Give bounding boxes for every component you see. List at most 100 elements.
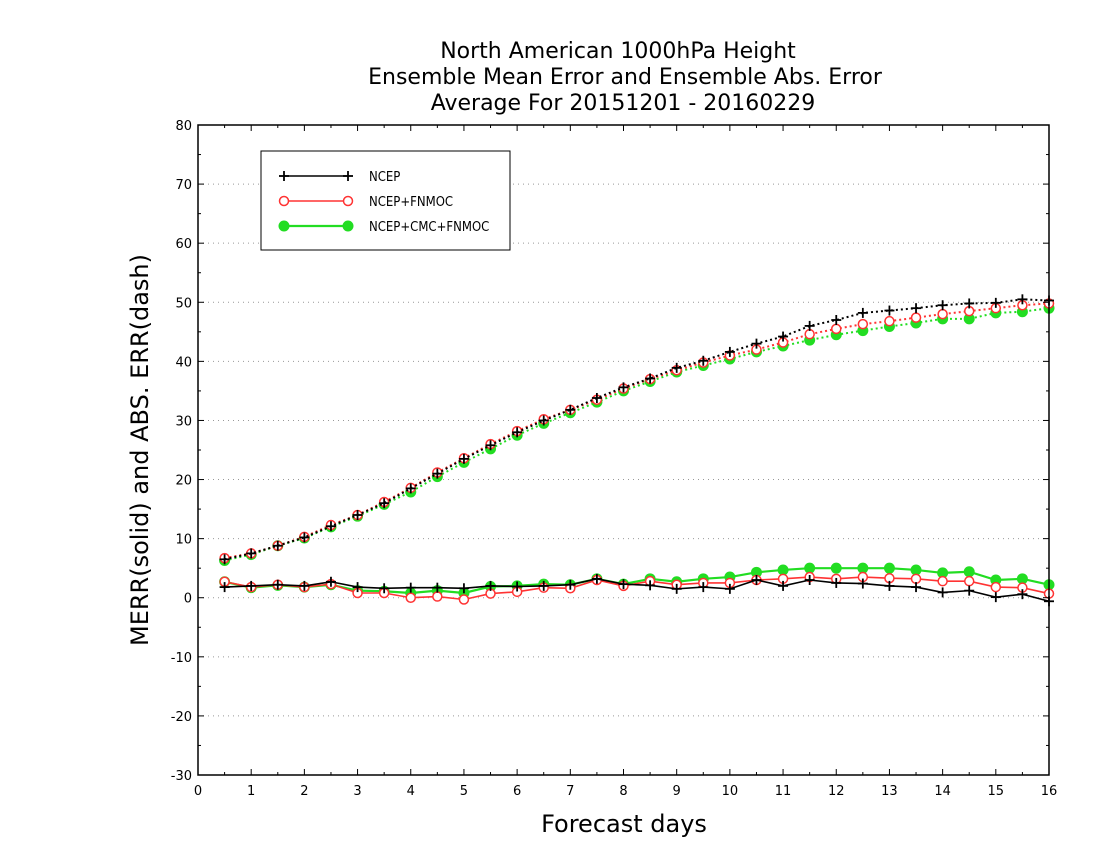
merr-point	[937, 587, 948, 598]
abs-err-point	[352, 510, 363, 520]
abs-err-point	[591, 393, 602, 403]
merr-point	[219, 582, 230, 593]
abs-err-point	[857, 318, 869, 330]
abs-err-point	[831, 315, 842, 325]
x-tick-label: 11	[775, 784, 792, 799]
merr-point	[246, 580, 257, 591]
merr-point	[857, 578, 868, 589]
merr-point	[458, 583, 469, 594]
merr-point	[990, 592, 1001, 603]
abs-err-point	[884, 305, 895, 316]
legend-label: NCEP	[369, 170, 400, 185]
abs-err-point	[751, 338, 762, 349]
abs-err-point	[299, 532, 310, 543]
x-tick-label: 14	[934, 784, 951, 799]
x-tick-label: 15	[988, 784, 1005, 799]
y-tick-label: 30	[175, 414, 192, 429]
y-tick-label: 80	[175, 119, 192, 134]
merr-point	[379, 583, 390, 594]
abs-err-point	[485, 440, 496, 451]
y-tick-label: 70	[175, 178, 192, 193]
x-tick-label: 0	[194, 784, 202, 799]
abs-err-point	[272, 540, 283, 551]
merr-point	[432, 591, 443, 602]
abs-err-point	[1017, 294, 1028, 305]
merr-point	[831, 577, 842, 588]
chart-title-line-2: Ensemble Mean Error and Ensemble Abs. Er…	[368, 65, 883, 90]
x-tick-label: 6	[513, 784, 521, 799]
abs-err-point	[724, 346, 735, 357]
abs-err-point	[884, 315, 895, 327]
legend-item: NCEP	[279, 170, 400, 185]
y-tick-label: -30	[171, 769, 192, 784]
chart-title-line-3: Average For 20151201 - 20160229	[431, 91, 816, 116]
series-ncep	[219, 294, 1054, 607]
x-tick-label: 7	[566, 784, 574, 799]
x-tick-label: 2	[300, 784, 308, 799]
legend-item: NCEP+CMC+FNMOC	[278, 220, 489, 235]
series-group	[219, 294, 1055, 607]
legend-swatch-marker	[342, 195, 354, 207]
merr-point	[963, 575, 975, 587]
x-tick-label: 8	[619, 784, 627, 799]
merr-point	[458, 594, 470, 605]
abs-err-point	[831, 323, 842, 335]
abs-err-line	[224, 307, 1050, 562]
legend-swatch-marker	[278, 195, 290, 207]
abs-err-point	[432, 468, 443, 479]
y-tick-label: 50	[175, 296, 192, 311]
legend-item: NCEP+FNMOC	[278, 195, 453, 210]
merr-point	[963, 566, 975, 578]
abs-err-point	[671, 362, 682, 373]
merr-point	[990, 581, 1002, 593]
merr-point	[911, 582, 922, 593]
merr-point	[698, 582, 709, 593]
abs-err-point	[964, 298, 975, 309]
merr-point	[325, 576, 336, 587]
x-tick-label: 13	[881, 784, 898, 799]
x-tick-label: 4	[407, 784, 415, 799]
legend-label: NCEP+FNMOC	[369, 195, 453, 210]
merr-point	[1016, 573, 1028, 585]
abs-err-point	[246, 548, 257, 559]
abs-err-point	[857, 307, 868, 318]
merr-point	[751, 575, 762, 585]
abs-err-point	[990, 297, 1001, 308]
abs-err-point	[379, 498, 390, 509]
abs-err-point	[405, 483, 416, 494]
chart-title: North American 1000hPa Height Ensemble M…	[368, 39, 883, 116]
merr-point	[538, 580, 549, 591]
legend-swatch-marker	[343, 171, 353, 181]
abs-err-point	[325, 521, 336, 532]
y-tick-label: 60	[175, 237, 192, 252]
merr-point	[804, 562, 816, 574]
merr-point	[352, 582, 363, 593]
y-tick-label: 20	[175, 474, 192, 489]
x-tick-label: 9	[673, 784, 681, 799]
abs-err-point	[618, 382, 629, 393]
merr-point	[405, 592, 416, 603]
series-ncep-fnmoc	[219, 298, 1055, 605]
merr-point	[777, 564, 789, 576]
merr-point	[964, 585, 975, 596]
chart-title-line-1: North American 1000hPa Height	[440, 39, 796, 64]
x-tick-label: 1	[247, 784, 255, 799]
series-ncep-cmc-fnmoc	[219, 302, 1055, 599]
legend: NCEP NCEP+FNMOC NCEP+CMC+FNMOC	[260, 150, 511, 251]
merr-point	[830, 562, 842, 574]
abs-err-point	[538, 415, 549, 426]
merr-point	[804, 575, 815, 585]
x-tick-label: 16	[1041, 784, 1058, 799]
x-tick-label: 5	[460, 784, 468, 799]
y-axis-title: MERR(solid) and ABS. ERR(dash)	[126, 254, 154, 646]
abs-err-point	[778, 331, 789, 342]
abs-err-point	[804, 320, 815, 331]
merr-point	[299, 580, 310, 591]
abs-err-point	[911, 303, 922, 314]
legend-label: NCEP+CMC+FNMOC	[369, 220, 489, 235]
merr-point	[432, 582, 443, 593]
x-axis-title: Forecast days	[541, 810, 707, 838]
merr-point	[405, 582, 416, 593]
